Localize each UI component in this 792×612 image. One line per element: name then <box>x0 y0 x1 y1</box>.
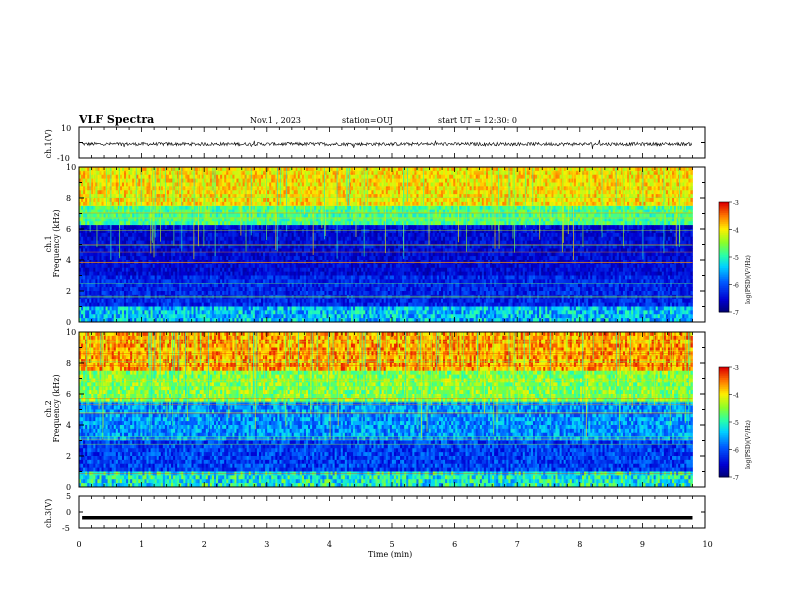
colorbar-tick-label: -6 <box>733 448 739 455</box>
ch1-frequency-label: Frequency (kHz) <box>52 209 61 277</box>
y-tick-label: 6 <box>66 390 71 399</box>
colorbar-ch1 <box>719 202 729 313</box>
spectrogram-ch2 <box>79 332 693 488</box>
y-tick-label: 10 <box>66 163 76 172</box>
y-tick-label: 2 <box>66 452 71 461</box>
y-tick-label: 0 <box>66 508 71 517</box>
y-tick-label: 10 <box>61 124 71 133</box>
x-tick-label: 8 <box>577 540 582 549</box>
y-tick-label: -10 <box>57 154 70 163</box>
spectrogram-ch1 <box>79 167 693 323</box>
colorbar-tick-label: -4 <box>733 228 739 235</box>
x-tick-label: 1 <box>139 540 144 549</box>
y-tick-label: 2 <box>66 287 71 296</box>
x-tick-label: 9 <box>640 540 645 549</box>
x-tick-label: 0 <box>77 540 82 549</box>
colorbar-label: log(PSD)(V²/Hz) <box>745 420 752 469</box>
x-tick-label: 2 <box>202 540 207 549</box>
colorbar-tick-label: -5 <box>733 420 739 427</box>
colorbar-label: log(PSD)(V²/Hz) <box>745 255 752 304</box>
chart-title: VLF Spectra <box>79 113 154 126</box>
y-tick-label: 6 <box>66 225 71 234</box>
x-tick-label: 5 <box>390 540 395 549</box>
x-tick-label: 10 <box>703 540 713 549</box>
ch2-frequency-label: Frequency (kHz) <box>52 374 61 442</box>
colorbar-tick-label: -7 <box>733 310 739 317</box>
y-tick-label: 4 <box>66 421 71 430</box>
colorbar-ch2 <box>719 367 729 478</box>
x-tick-label: 4 <box>327 540 332 549</box>
y-tick-label: 0 <box>66 318 71 327</box>
ch3-ylabel: ch.3(V) <box>44 499 53 528</box>
y-tick-label: -5 <box>62 524 70 533</box>
start-time-label: start UT = 12:30: 0 <box>438 116 517 125</box>
colorbar-tick-label: -6 <box>733 283 739 290</box>
ch2-channel-label: ch.2 <box>44 400 53 417</box>
x-axis-label: Time (min) <box>368 550 412 559</box>
colorbar-tick-label: -7 <box>733 475 739 482</box>
ch1-ylabel: ch.1(V) <box>44 129 53 158</box>
x-tick-label: 6 <box>452 540 457 549</box>
ch1-waveform-trace <box>82 139 693 150</box>
colorbar-tick-label: -3 <box>733 365 739 372</box>
y-tick-label: 4 <box>66 256 71 265</box>
x-tick-label: 3 <box>264 540 269 549</box>
station-label: station=OUJ <box>342 116 393 125</box>
y-tick-label: 5 <box>66 492 71 501</box>
colorbar-tick-label: -5 <box>733 255 739 262</box>
y-tick-label: 0 <box>66 483 71 492</box>
date-label: Nov.1 , 2023 <box>250 116 301 125</box>
y-tick-label: 8 <box>66 194 71 203</box>
y-tick-label: 10 <box>66 328 76 337</box>
x-tick-label: 7 <box>515 540 520 549</box>
colorbar-tick-label: -3 <box>733 200 739 207</box>
colorbar-tick-label: -4 <box>733 393 739 400</box>
ch1-channel-label: ch.1 <box>44 235 53 252</box>
y-tick-label: 8 <box>66 359 71 368</box>
